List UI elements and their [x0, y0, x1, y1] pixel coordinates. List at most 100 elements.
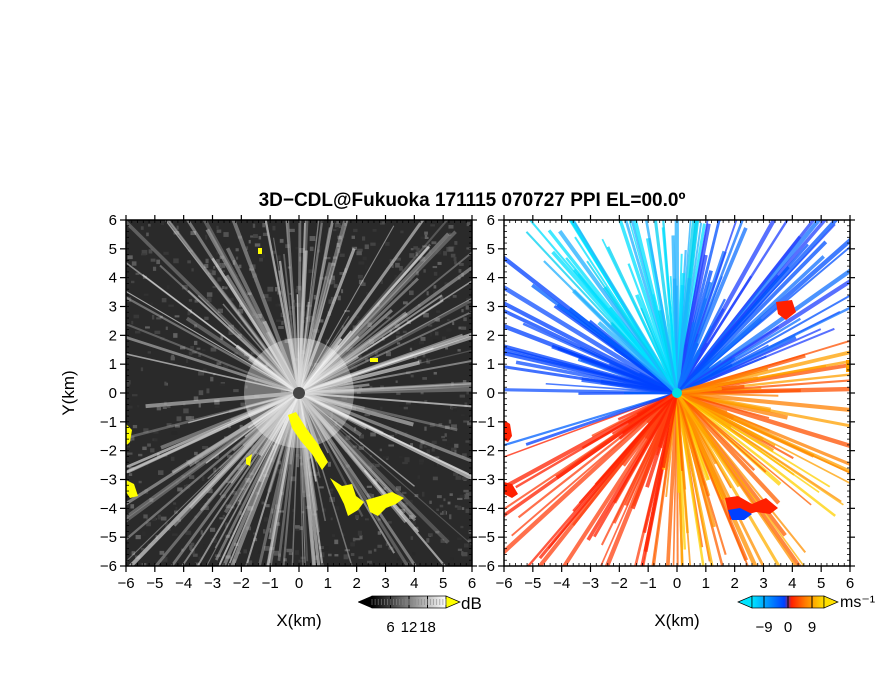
- noise-speck: [250, 444, 254, 448]
- noise-speck: [435, 530, 440, 534]
- noise-speck: [444, 282, 449, 286]
- reflectivity-ray: [282, 392, 301, 566]
- noise-speck: [130, 436, 135, 441]
- noise-speck: [462, 380, 467, 383]
- noise-speck: [345, 435, 351, 441]
- noise-speck: [432, 476, 438, 481]
- velocity-ray: [676, 392, 812, 506]
- noise-speck: [353, 228, 358, 233]
- noise-speck: [350, 542, 355, 547]
- reflectivity-ray: [142, 273, 300, 394]
- reflectivity-ray: [145, 391, 300, 409]
- noise-speck: [160, 516, 167, 521]
- chart-title: 3D−CDL@Fukuoka 171115 070727 PPI EL=00.0…: [259, 190, 686, 211]
- noise-speck: [410, 248, 414, 251]
- noise-speck: [213, 467, 217, 473]
- velocity-y-tick-label: 4: [487, 270, 495, 287]
- noise-speck: [302, 490, 306, 494]
- noise-speck: [131, 394, 138, 397]
- noise-speck: [396, 392, 401, 395]
- noise-speck: [463, 543, 469, 548]
- noise-speck: [213, 473, 220, 477]
- noise-speck: [296, 285, 302, 291]
- noise-speck: [140, 253, 147, 256]
- noise-speck: [151, 516, 156, 522]
- noise-speck: [215, 262, 222, 268]
- noise-speck: [427, 533, 433, 537]
- noise-speck: [174, 315, 180, 318]
- noise-speck: [232, 491, 237, 495]
- noise-speck: [157, 514, 161, 520]
- noise-speck: [233, 389, 239, 393]
- noise-speck: [264, 546, 270, 551]
- noise-speck: [404, 457, 410, 463]
- velocity-ray: [675, 223, 711, 394]
- noise-speck: [466, 247, 471, 250]
- noise-speck: [457, 349, 461, 352]
- noise-speck: [394, 431, 398, 435]
- noise-speck: [126, 400, 131, 403]
- noise-speck: [351, 246, 358, 250]
- noise-speck: [165, 522, 169, 527]
- noise-speck: [202, 446, 209, 450]
- reflectivity-x-tick-label: −1: [262, 575, 279, 592]
- reflectivity-ray: [164, 220, 301, 395]
- reflectivity-ray: [185, 316, 301, 395]
- reflectivity-ray: [221, 392, 301, 566]
- noise-speck: [458, 269, 462, 273]
- reflectivity-x-tick-label: −6: [117, 575, 134, 592]
- noise-speck: [198, 390, 204, 396]
- noise-speck: [358, 354, 362, 359]
- noise-speck: [131, 551, 136, 556]
- velocity-y-tick-label: 3: [487, 299, 495, 316]
- noise-speck: [432, 289, 436, 295]
- noise-speck: [262, 440, 268, 444]
- noise-speck: [253, 277, 257, 283]
- noise-speck: [295, 525, 300, 529]
- noise-speck: [362, 256, 367, 261]
- noise-speck: [364, 518, 369, 521]
- noise-speck: [358, 261, 365, 265]
- noise-speck: [278, 553, 282, 557]
- noise-speck: [352, 537, 356, 542]
- velocity-ray: [537, 391, 679, 566]
- velocity-ray: [676, 392, 820, 493]
- velocity-colorbar-low-arrow: [737, 595, 753, 609]
- noise-speck: [448, 232, 452, 236]
- noise-speck: [170, 456, 175, 462]
- noise-speck: [436, 508, 440, 512]
- noise-speck: [418, 459, 425, 463]
- velocity-ray: [676, 344, 769, 394]
- noise-speck: [295, 246, 299, 250]
- noise-speck: [399, 266, 403, 271]
- noise-speck: [424, 234, 428, 238]
- noise-speck: [356, 251, 362, 256]
- noise-speck: [190, 542, 195, 547]
- noise-speck: [432, 339, 438, 343]
- reflectivity-ray: [298, 383, 472, 395]
- noise-speck: [146, 517, 149, 520]
- noise-speck: [235, 256, 239, 260]
- noise-speck: [423, 312, 429, 318]
- noise-speck: [298, 467, 303, 471]
- noise-speck: [436, 317, 440, 322]
- noise-speck: [257, 446, 262, 451]
- noise-speck: [141, 249, 148, 255]
- noise-speck: [188, 351, 193, 356]
- reflectivity-ray: [219, 392, 300, 496]
- reflectivity-panel: −6 −5 −4 −3 −2 −1 0 1 2 3 4 5 6 −6 −5 −4 −3 −2 −1 0 1 2 3 4 5 6 X…: [59, 212, 477, 630]
- noise-speck: [185, 416, 192, 421]
- velocity-edge-echo: [504, 482, 518, 498]
- velocity-ray: [676, 325, 780, 394]
- noise-speck: [341, 395, 347, 401]
- noise-speck: [424, 231, 428, 235]
- velocity-ray: [618, 220, 679, 394]
- noise-speck: [319, 277, 325, 280]
- noise-speck: [143, 293, 149, 296]
- noise-speck: [324, 256, 331, 260]
- velocity-ray: [676, 392, 836, 517]
- noise-speck: [153, 438, 158, 442]
- noise-speck: [235, 248, 239, 252]
- noise-speck: [176, 225, 179, 230]
- velocity-y-tick-label: 6: [487, 212, 495, 229]
